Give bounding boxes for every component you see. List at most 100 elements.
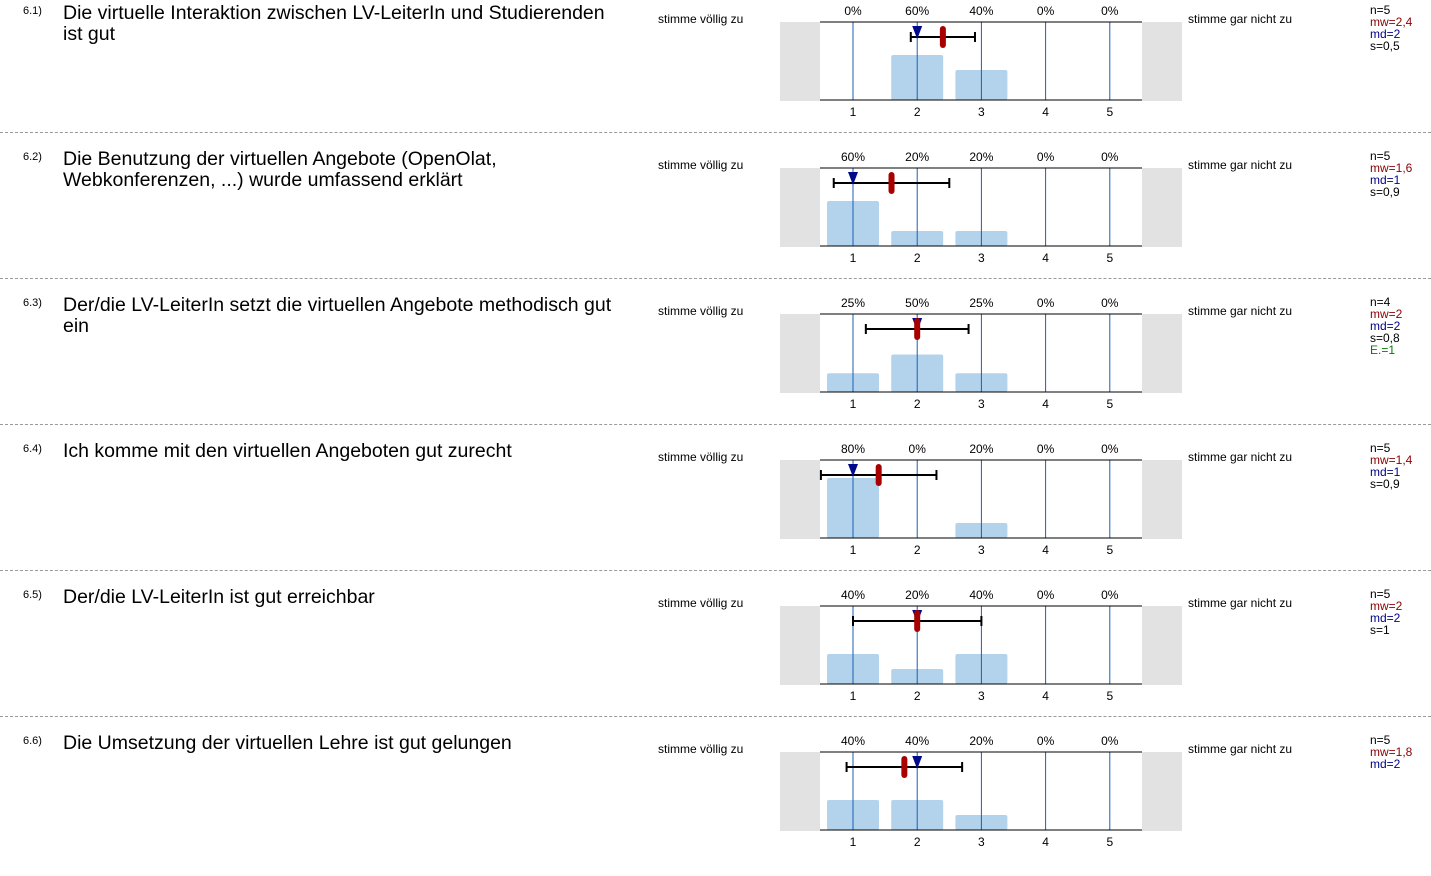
grey-box-left (780, 314, 820, 393)
percent-label: 0% (1037, 588, 1055, 602)
tick-label: 2 (914, 397, 921, 411)
grey-box-left (780, 752, 820, 831)
stat-median: md=1 (1370, 173, 1401, 187)
scale-right-label: stimme gar nicht zu (1188, 742, 1293, 756)
tick-label: 2 (914, 543, 921, 557)
mean-marker (939, 26, 946, 48)
tick-label: 4 (1042, 105, 1049, 119)
tick-label: 3 (978, 543, 985, 557)
stat-n: n=4 (1370, 295, 1391, 309)
percent-label: 0% (1101, 588, 1119, 602)
rating-chart: 60% 20% 20% 0% 0% 1 2 3 4 5 (780, 150, 1182, 265)
grey-box-right (1142, 606, 1182, 685)
survey-item: 6.5) Der/die LV-LeiterIn ist gut erreichb… (0, 584, 1431, 730)
stats-block: n=5 mw=2 md=2 s=1 (1370, 588, 1402, 636)
tick-label: 3 (978, 397, 985, 411)
stat-sd: s=1 (1370, 623, 1390, 637)
tick-label: 4 (1042, 835, 1049, 849)
tick-label: 1 (850, 105, 857, 119)
tick-label: 3 (978, 251, 985, 265)
percent-label: 0% (1101, 442, 1119, 456)
stat-sd: s=0,9 (1370, 477, 1400, 491)
rating-chart: 25% 50% 25% 0% 0% 1 2 3 4 5 (780, 296, 1182, 411)
survey-item: 6.3) Der/die LV-LeiterIn setzt die virtue… (0, 292, 1431, 438)
question-text: Die virtuelle Interaktion zwischen LV-Le… (63, 2, 605, 45)
tick-label: 2 (914, 251, 921, 265)
stat-median: md=1 (1370, 465, 1401, 479)
question-text: Die Umsetzung der virtuellen Lehre ist g… (63, 732, 512, 754)
stats-block: n=5 mw=1,4 md=1 s=0,9 (1370, 442, 1412, 490)
tick-label: 4 (1042, 543, 1049, 557)
stat-n: n=5 (1370, 149, 1391, 163)
grey-box-left (780, 22, 820, 101)
tick-label: 1 (850, 835, 857, 849)
stat-median: md=2 (1370, 27, 1401, 41)
percent-label: 0% (1037, 296, 1055, 310)
scale-right-label: stimme gar nicht zu (1188, 304, 1293, 318)
scale-left-label: stimme völlig zu (658, 158, 744, 172)
grey-box-right (1142, 460, 1182, 539)
tick-label: 5 (1106, 397, 1113, 411)
item-number: 6.3) (23, 297, 42, 309)
percent-label: 20% (905, 588, 929, 602)
percent-label: 40% (969, 4, 993, 18)
item-number: 6.6) (23, 735, 42, 747)
survey-item: 6.6) Die Umsetzung der virtuellen Lehre i… (0, 730, 1431, 876)
tick-label: 3 (978, 689, 985, 703)
mean-marker (914, 610, 921, 632)
tick-label: 5 (1106, 251, 1113, 265)
survey-item: 6.4) Ich komme mit den virtuellen Angebot… (0, 438, 1431, 584)
grey-box-right (1142, 752, 1182, 831)
percent-label: 0% (1037, 734, 1055, 748)
stat-mean: mw=2 (1370, 599, 1403, 613)
median-marker (848, 464, 858, 477)
grey-box-left (780, 606, 820, 685)
stat-mean: mw=2 (1370, 307, 1403, 321)
scale-left-label: stimme völlig zu (658, 596, 744, 610)
percent-label: 25% (969, 296, 993, 310)
scale-left-label: stimme völlig zu (658, 742, 744, 756)
stat-mean: mw=1,4 (1370, 453, 1413, 467)
median-marker (848, 172, 858, 185)
item-number: 6.1) (23, 5, 42, 17)
survey-item: 6.1) Die virtuelle Interaktion zwischen L… (0, 0, 1431, 146)
stat-median: md=2 (1370, 611, 1401, 625)
item-separator (0, 132, 1431, 133)
tick-label: 4 (1042, 689, 1049, 703)
stat-sd: s=0,5 (1370, 39, 1400, 53)
percent-label: 40% (969, 588, 993, 602)
percent-label: 0% (1037, 442, 1055, 456)
percent-label: 60% (841, 150, 865, 164)
percent-label: 0% (909, 442, 927, 456)
question-text: Ich komme mit den virtuellen Angeboten g… (63, 440, 512, 462)
stat-n: n=5 (1370, 441, 1391, 455)
mean-marker (901, 756, 908, 778)
item-separator (0, 424, 1431, 425)
tick-label: 1 (850, 397, 857, 411)
tick-label: 1 (850, 543, 857, 557)
question-text: Der/die LV-LeiterIn setzt die virtuellen… (63, 294, 612, 337)
scale-right-label: stimme gar nicht zu (1188, 596, 1293, 610)
grey-box-right (1142, 314, 1182, 393)
percent-label: 20% (969, 442, 993, 456)
mean-marker (914, 318, 921, 340)
stats-block: n=5 mw=1,6 md=1 s=0,9 (1370, 150, 1412, 198)
grey-box-right (1142, 168, 1182, 247)
percent-label: 20% (969, 734, 993, 748)
percent-label: 20% (969, 150, 993, 164)
stat-no-answer: E.=1 (1370, 343, 1396, 357)
item-separator (0, 278, 1431, 279)
tick-label: 3 (978, 105, 985, 119)
stats-block: n=4 mw=2 md=2 s=0,8 E.=1 (1370, 296, 1402, 356)
stat-sd: s=0,9 (1370, 185, 1400, 199)
stat-mean: mw=1,8 (1370, 745, 1413, 759)
rating-chart: 0% 60% 40% 0% 0% 1 2 3 4 5 (780, 4, 1182, 119)
rating-chart: 40% 20% 40% 0% 0% 1 2 3 4 5 (780, 588, 1182, 703)
tick-label: 4 (1042, 251, 1049, 265)
mean-marker (888, 172, 895, 194)
tick-label: 5 (1106, 543, 1113, 557)
percent-label: 0% (1101, 150, 1119, 164)
stat-mean: mw=2,4 (1370, 15, 1413, 29)
rating-chart: 40% 40% 20% 0% 0% 1 2 3 4 5 (780, 734, 1182, 849)
percent-label: 0% (1101, 734, 1119, 748)
